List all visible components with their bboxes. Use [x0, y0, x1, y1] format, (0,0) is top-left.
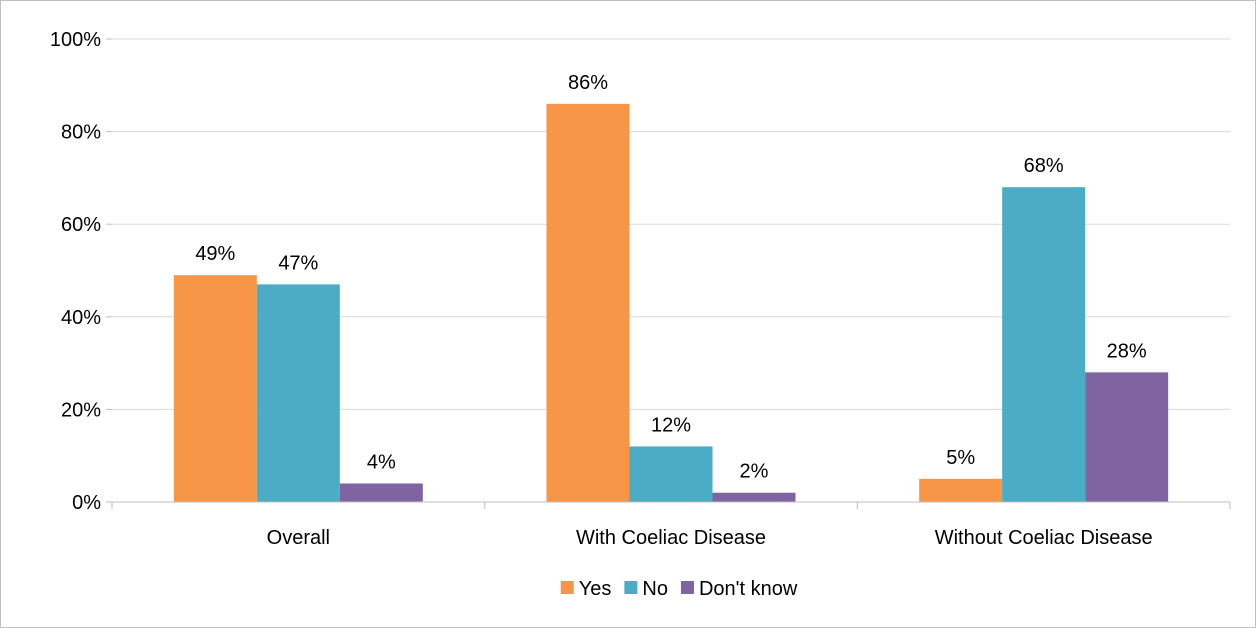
data-label: 5% [946, 447, 975, 469]
y-tick-label: 80% [61, 122, 101, 144]
data-label: 4% [367, 451, 396, 473]
y-tick-label: 40% [61, 307, 101, 329]
x-tick-label: Without Coeliac Disease [935, 527, 1153, 549]
legend-label: Yes [579, 578, 612, 600]
bar-yes-2 [919, 478, 1003, 502]
legend-swatch [680, 581, 694, 594]
data-label: 68% [1024, 155, 1064, 177]
x-axis: Overall With Coeliac Disease Without Coeli… [111, 501, 1231, 549]
data-label: 28% [1107, 340, 1147, 362]
bars [173, 103, 1169, 502]
y-axis-ticks: 0% 20% 40% 60% 80% 100% [50, 29, 112, 514]
y-tick-label: 0% [72, 492, 101, 514]
bar-yes-1 [546, 103, 630, 502]
y-tick-label: 20% [61, 399, 101, 421]
bar-don-t-know-2 [1085, 372, 1169, 502]
bar-don-t-know-1 [712, 492, 796, 502]
bar-no-0 [256, 284, 340, 502]
bar-yes-0 [173, 275, 257, 502]
data-label: 86% [568, 72, 608, 94]
y-tick-label: 60% [61, 214, 101, 236]
legend-item-yes: Yes [560, 578, 612, 600]
legend-swatch [624, 581, 638, 594]
bar-don-t-know-0 [339, 483, 423, 502]
bar-no-2 [1002, 187, 1086, 502]
data-labels: 49% 47% 4% 86% 12% 2% 5% 68% 28% [195, 72, 1147, 483]
legend-item-no: No [624, 578, 668, 600]
legend-label: No [642, 578, 668, 600]
data-label: 49% [195, 243, 235, 265]
x-tick-label: Overall [267, 527, 330, 549]
data-label: 47% [278, 252, 318, 274]
legend: Yes No Don't know [560, 578, 798, 600]
legend-label: Don't know [699, 578, 798, 600]
data-label: 2% [740, 461, 769, 483]
legend-swatch [560, 581, 574, 594]
y-tick-label: 100% [50, 29, 101, 51]
data-label: 12% [651, 414, 691, 436]
x-tick-label: With Coeliac Disease [576, 527, 766, 549]
bar-no-1 [629, 446, 713, 502]
legend-item-don-t-know: Don't know [680, 578, 798, 600]
